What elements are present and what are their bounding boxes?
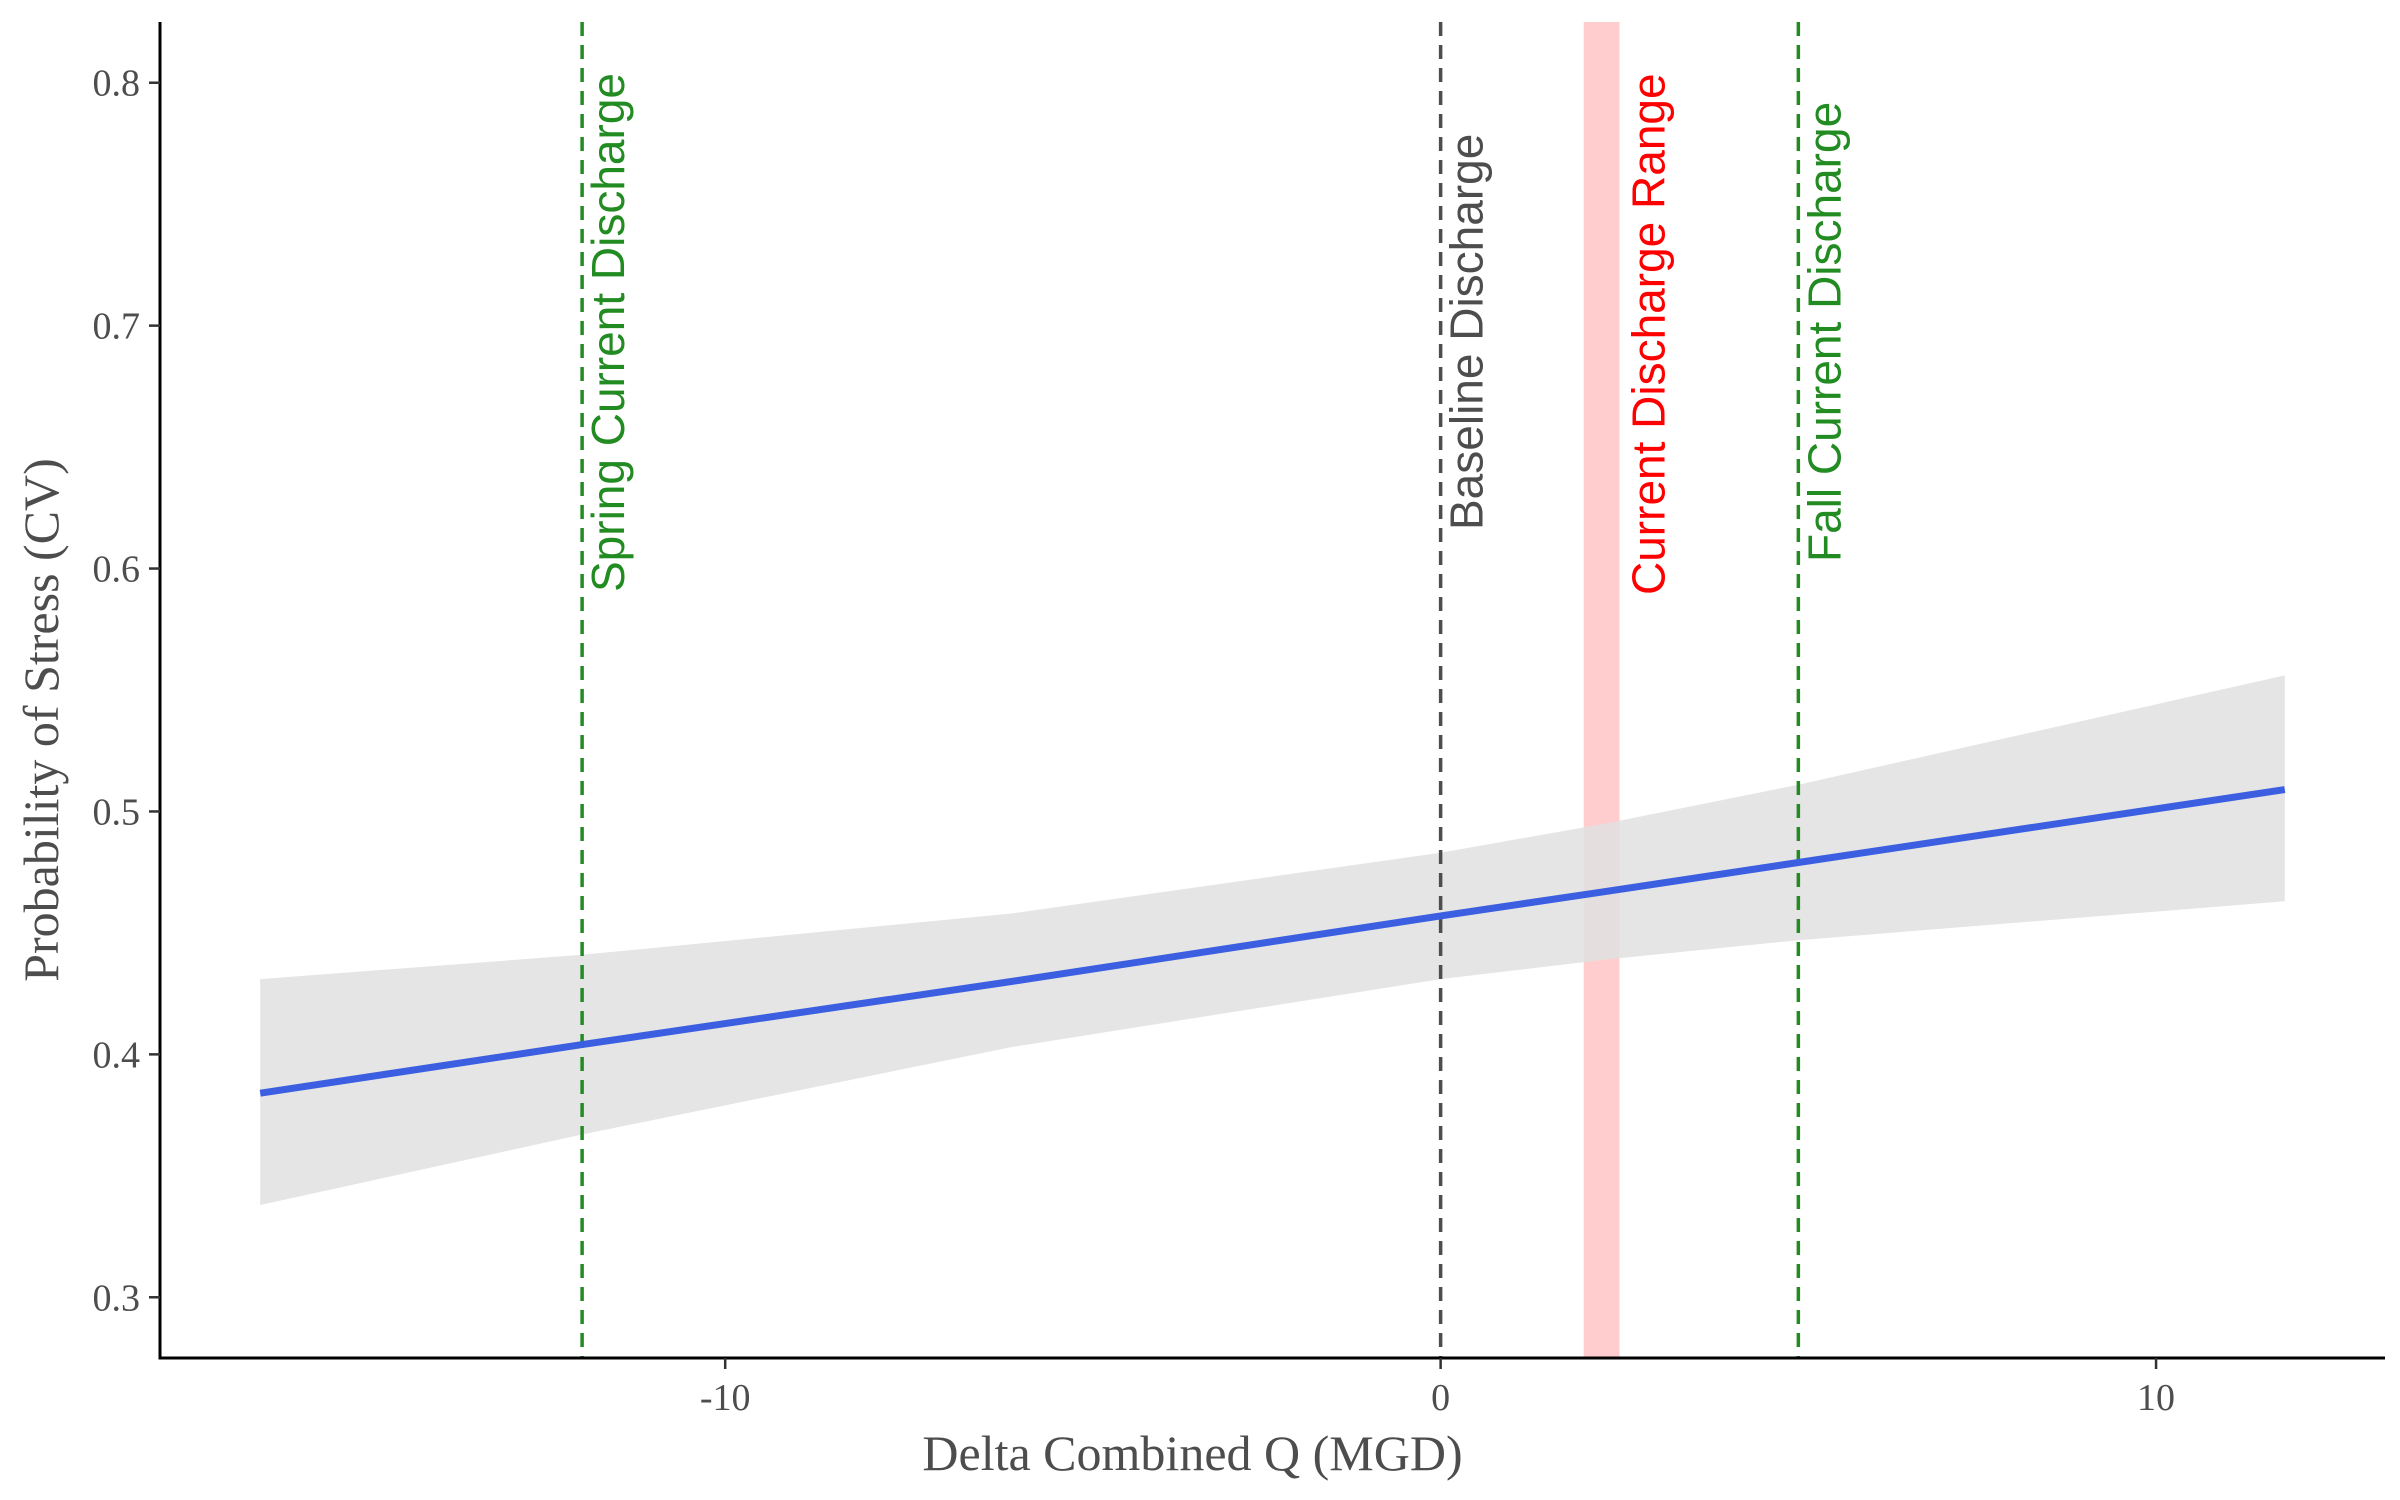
x-tick-label: 10 xyxy=(2137,1377,2175,1419)
tick-layer: 0.3 0.4 0.5 0.6 0.7 0.8 -10 0 10 xyxy=(93,63,2176,1419)
y-tick-label: 0.6 xyxy=(93,549,141,591)
annotation-label-0: Spring Current Discharge xyxy=(582,73,634,592)
annotation-label-2: Current Discharge Range xyxy=(1622,73,1674,595)
y-tick-label: 0.3 xyxy=(93,1277,141,1319)
y-axis-title: Probability of Stress (CV) xyxy=(13,458,69,982)
vline-layer xyxy=(580,22,1801,1358)
axis-layer xyxy=(158,22,2385,1360)
x-tick-label: -10 xyxy=(700,1377,751,1419)
y-tick-label: 0.4 xyxy=(93,1034,141,1076)
band-layer xyxy=(1583,22,1620,1358)
annot-layer: Spring Current Discharge Baseline Dischar… xyxy=(582,73,1850,595)
line-layer xyxy=(259,786,2286,1097)
fitted-line xyxy=(259,786,2286,1097)
annotation-label-1: Baseline Discharge xyxy=(1441,134,1493,530)
annotation-label-3: Fall Current Discharge xyxy=(1798,102,1850,562)
y-tick-label: 0.7 xyxy=(93,306,141,348)
x-tick-label: 0 xyxy=(1431,1377,1450,1419)
y-tick-label: 0.8 xyxy=(93,63,141,105)
current-discharge-band xyxy=(1583,22,1620,1358)
y-tick-label: 0.5 xyxy=(93,791,141,833)
x-axis-title: Delta Combined Q (MGD) xyxy=(922,1425,1462,1481)
